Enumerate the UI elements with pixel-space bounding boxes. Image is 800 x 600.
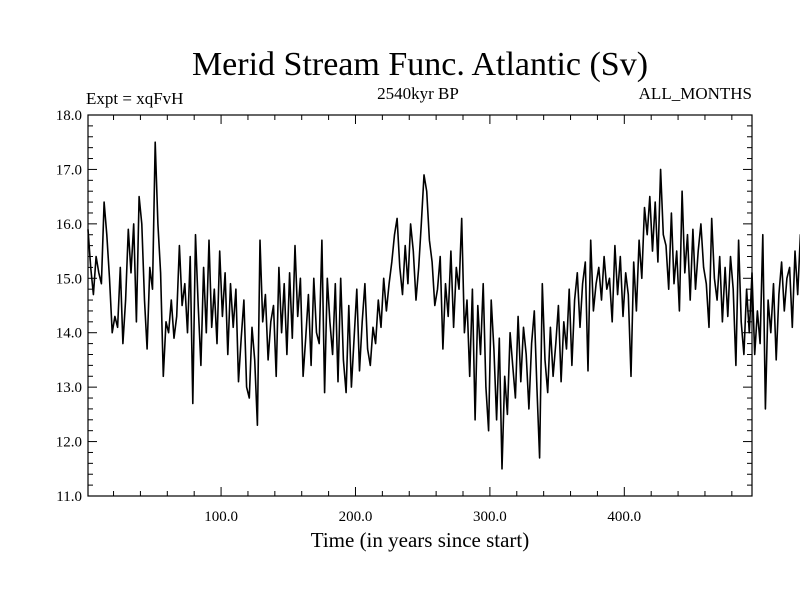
experiment-label: Expt = xqFvH [86, 89, 183, 108]
x-tick-label: 300.0 [473, 509, 507, 525]
y-tick-label: 16.0 [56, 217, 82, 233]
x-tick-label: 200.0 [339, 509, 373, 525]
x-tick-label: 100.0 [204, 509, 238, 525]
y-tick-label: 14.0 [56, 326, 82, 342]
chart-title: Merid Stream Func. Atlantic (Sv) [192, 46, 648, 83]
y-tick-label: 13.0 [56, 380, 82, 396]
y-tick-label: 18.0 [56, 108, 82, 124]
plot-area: 11.0 12.0 13.0 14.0 15.0 16.0 17.0 18.0 100.0 200… [56, 108, 800, 525]
x-tick-label: 400.0 [607, 509, 641, 525]
y-tick-label: 12.0 [56, 435, 82, 451]
period-label: 2540kyr BP [377, 84, 459, 103]
y-tick-label: 11.0 [56, 489, 82, 505]
months-label: ALL_MONTHS [639, 84, 752, 103]
x-axis-label: Time (in years since start) [311, 528, 530, 552]
y-tick-label: 17.0 [56, 162, 82, 178]
y-tick-label: 15.0 [56, 271, 82, 287]
plot-frame [87, 114, 753, 497]
series-line [87, 141, 800, 470]
